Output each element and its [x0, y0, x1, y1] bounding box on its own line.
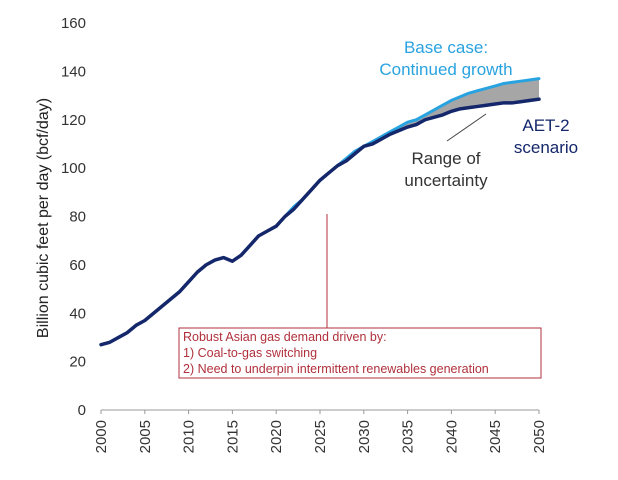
- y-tick-label: 140: [61, 63, 86, 80]
- y-tick-label: 20: [69, 354, 86, 371]
- uncertainty-label-line1: Range of: [412, 149, 481, 168]
- y-tick-label: 80: [69, 209, 86, 226]
- uncertainty-band: [276, 78, 539, 227]
- y-tick-label: 0: [78, 402, 86, 419]
- y-tick-label: 40: [69, 305, 86, 322]
- x-tick-label: 2015: [224, 420, 241, 453]
- aet2-label-line2: scenario: [514, 138, 578, 157]
- base-case-label-line2: Continued growth: [379, 60, 512, 79]
- y-axis-ticks: 0 20 40 60 80 100 120 140 160: [61, 15, 86, 419]
- x-tick-label: 2035: [400, 420, 417, 453]
- callout-line2: 1) Coal-to-gas switching: [183, 346, 317, 360]
- y-tick-label: 100: [61, 160, 86, 177]
- callout-line3: 2) Need to underpin intermittent renewab…: [183, 362, 489, 376]
- x-axis-ticks: 2000 2005 2010 2015 2020 2025 2030 2035 2040 2045…: [93, 410, 548, 453]
- x-tick-label: 2005: [137, 420, 154, 453]
- x-tick-label: 2050: [531, 420, 548, 453]
- plot-area: [99, 77, 541, 347]
- callout-box: [178, 327, 542, 379]
- y-tick-label: 160: [61, 15, 86, 32]
- x-tick-label: 2030: [356, 420, 373, 453]
- x-tick-label: 2000: [93, 420, 110, 453]
- x-tick-label: 2045: [487, 420, 504, 453]
- y-axis-label: Billion cubic feet per day (bcf/day): [35, 98, 52, 338]
- uncertainty-label-line2: uncertainty: [404, 171, 488, 190]
- y-tick-label: 60: [69, 257, 86, 274]
- y-tick-label: 120: [61, 112, 86, 129]
- aet2-label-line1: AET-2: [522, 116, 569, 135]
- callout-line1: Robust Asian gas demand driven by:: [183, 330, 387, 344]
- series-line-aet2: [99, 97, 541, 347]
- x-tick-label: 2020: [268, 420, 285, 453]
- x-tick-label: 2025: [312, 420, 329, 453]
- x-tick-label: 2010: [181, 420, 198, 453]
- base-case-label-line1: Base case:: [404, 38, 488, 57]
- uncertainty-pointer: [446, 113, 487, 142]
- x-tick-label: 2040: [443, 420, 460, 453]
